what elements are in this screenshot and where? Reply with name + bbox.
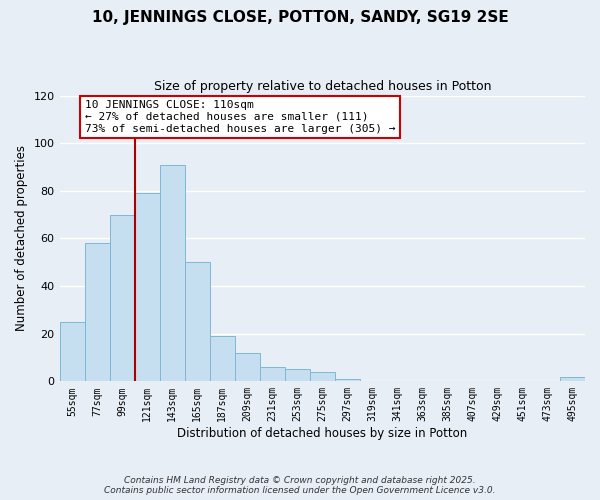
Bar (310, 372, 335, 382)
Bar (560, 376, 585, 382)
Bar (160, 164, 185, 382)
Bar (260, 367, 285, 382)
Bar (185, 262, 209, 382)
Bar (85, 243, 110, 382)
Bar (134, 193, 160, 382)
Title: Size of property relative to detached houses in Potton: Size of property relative to detached ho… (154, 80, 491, 93)
Bar (209, 336, 235, 382)
X-axis label: Distribution of detached houses by size in Potton: Distribution of detached houses by size … (177, 427, 467, 440)
Bar (110, 214, 134, 382)
Bar (335, 379, 360, 382)
Text: 10, JENNINGS CLOSE, POTTON, SANDY, SG19 2SE: 10, JENNINGS CLOSE, POTTON, SANDY, SG19 … (92, 10, 508, 25)
Bar (59, 322, 85, 382)
Bar (235, 353, 260, 382)
Y-axis label: Number of detached properties: Number of detached properties (15, 146, 28, 332)
Text: 10 JENNINGS CLOSE: 110sqm
← 27% of detached houses are smaller (111)
73% of semi: 10 JENNINGS CLOSE: 110sqm ← 27% of detac… (85, 100, 395, 134)
Text: Contains HM Land Registry data © Crown copyright and database right 2025.
Contai: Contains HM Land Registry data © Crown c… (104, 476, 496, 495)
Bar (285, 370, 310, 382)
